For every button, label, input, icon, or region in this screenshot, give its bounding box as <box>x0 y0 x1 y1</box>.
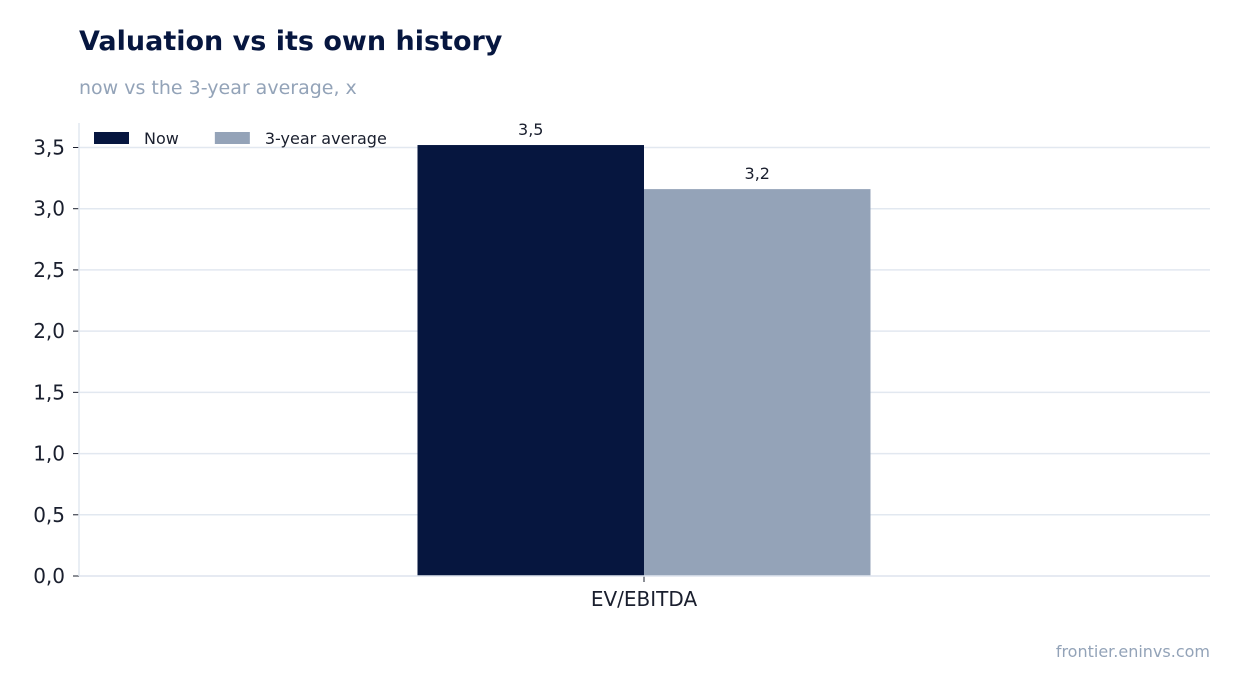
legend-swatch <box>214 132 250 144</box>
legend: Now 3-year average <box>94 129 387 148</box>
bar-3-year-average <box>644 189 871 576</box>
y-tick-label: 3,0 <box>33 197 65 221</box>
bar-value-label: 3,2 <box>745 164 770 183</box>
legend-swatch <box>94 132 129 144</box>
bars: 3,5 3,2 <box>417 120 871 576</box>
legend-label: Now <box>144 129 179 148</box>
y-tick-label: 1,5 <box>33 380 65 404</box>
y-tick-label: 1,0 <box>33 442 65 466</box>
bar-value-label: 3,5 <box>518 120 543 139</box>
y-tick-label: 2,0 <box>33 319 65 343</box>
y-tick-label: 3,5 <box>33 135 65 159</box>
chart-subtitle: now vs the 3-year average, x <box>79 77 357 99</box>
x-category-label: EV/EBITDA <box>591 587 698 611</box>
y-tick-label: 2,5 <box>33 258 65 282</box>
y-axis: 0,0 0,5 1,0 1,5 2,0 2,5 3,0 3,5 <box>33 123 80 588</box>
source-link[interactable]: frontier.eninvs.com <box>1055 642 1210 661</box>
bar-now <box>417 145 644 576</box>
x-axis: EV/EBITDA <box>79 575 1210 611</box>
chart-title: Valuation vs its own history <box>79 26 503 57</box>
y-tick-label: 0,5 <box>33 503 65 527</box>
y-tick-label: 0,0 <box>33 564 65 588</box>
legend-label: 3-year average <box>265 129 387 148</box>
